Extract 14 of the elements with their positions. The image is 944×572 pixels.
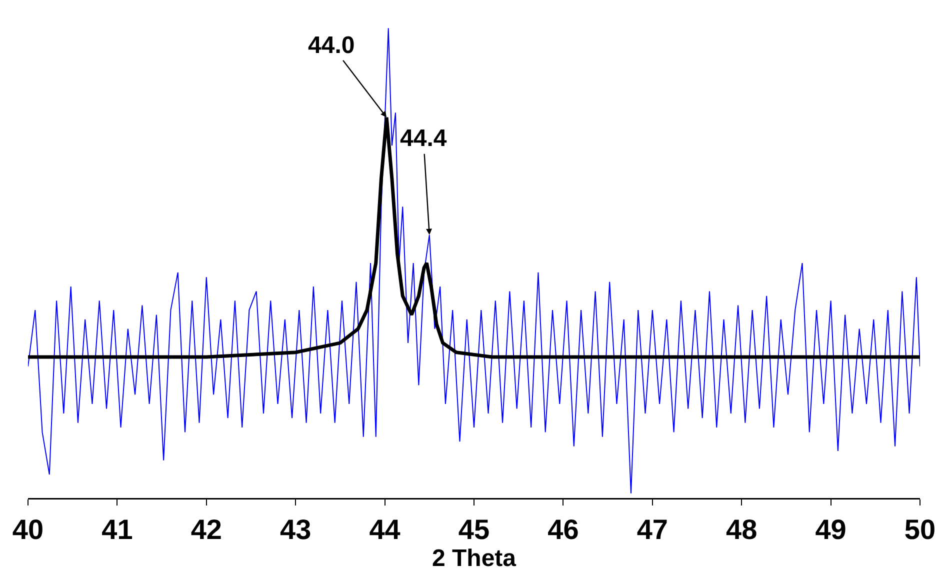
annotation: 44.0 <box>308 32 355 59</box>
annotation: 44.4 <box>400 125 448 152</box>
x-tick-label: 48 <box>726 514 758 546</box>
x-tick-label: 43 <box>280 514 312 546</box>
x-tick-label: 50 <box>904 514 936 546</box>
x-tick-label: 44 <box>369 514 401 546</box>
x-tick-label: 42 <box>190 514 222 546</box>
x-tick-label: 47 <box>636 514 668 546</box>
x-tick-label: 46 <box>548 514 579 546</box>
x-axis-title: 2 Theta <box>432 545 517 572</box>
x-tick-label: 41 <box>102 514 133 546</box>
x-tick-label: 45 <box>458 514 490 546</box>
x-tick-label: 49 <box>815 514 846 546</box>
x-tick-label: 40 <box>12 514 44 546</box>
